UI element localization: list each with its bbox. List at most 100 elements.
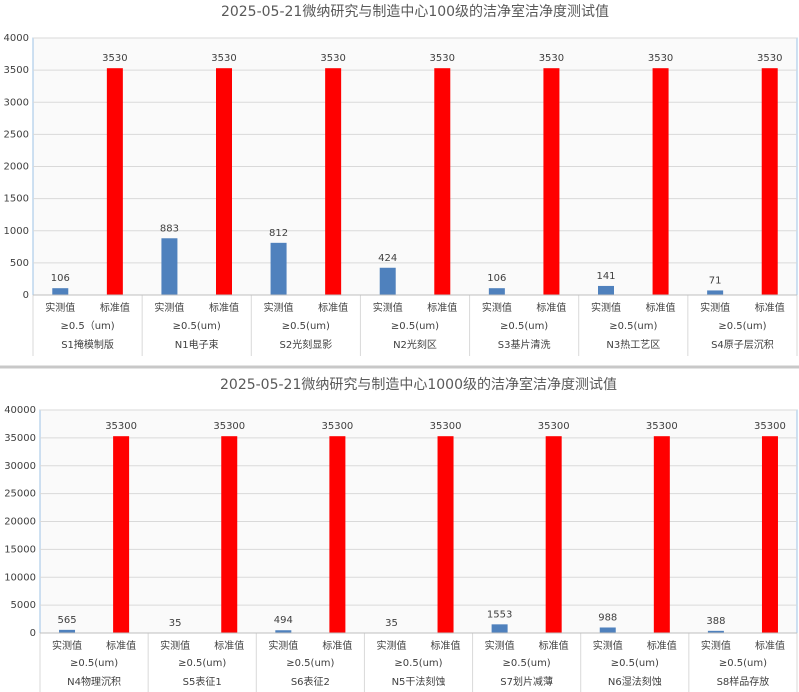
bar (59, 629, 76, 633)
x-tick-label: N6湿法刻蚀 (608, 675, 662, 688)
y-tick-label: 1000 (4, 226, 29, 237)
y-tick-label: 500 (10, 258, 29, 269)
data-label: 565 (57, 615, 76, 626)
x-tick-label: N3热工艺区 (606, 338, 660, 351)
x-tick-label: S6表征2 (291, 675, 330, 688)
bar (270, 242, 287, 295)
x-tick-label: S1掩模制版 (61, 338, 114, 351)
y-tick-label: 4000 (4, 33, 29, 44)
bar (761, 436, 778, 633)
y-tick-label: 25000 (4, 489, 36, 500)
size-label: ≥0.5(um) (611, 658, 659, 669)
x-tick-label: S7划片减薄 (500, 675, 553, 688)
data-label: 883 (160, 223, 179, 234)
data-label: 35300 (646, 421, 678, 432)
sub-category-label: 标准值 (427, 301, 457, 314)
bar (599, 627, 616, 633)
sub-category-label: 实测值 (268, 639, 298, 652)
bar (379, 267, 396, 295)
size-label: ≥0.5(um) (173, 321, 221, 332)
data-label: 494 (274, 615, 293, 626)
bar (161, 238, 178, 295)
y-tick-label: 5000 (11, 600, 36, 611)
bar (707, 290, 724, 295)
bar (652, 68, 669, 295)
y-tick-label: 3000 (4, 97, 29, 108)
sub-category-label: 实测值 (700, 301, 730, 314)
data-label: 106 (51, 273, 70, 284)
data-label: 141 (596, 271, 615, 282)
y-tick-label: 1500 (4, 194, 29, 205)
size-label: ≥0.5(um) (718, 321, 766, 332)
data-label: 35300 (213, 421, 245, 432)
bar (275, 630, 292, 633)
x-tick-label: N2光刻区 (393, 338, 437, 351)
size-label: ≥0.5(um) (503, 658, 551, 669)
bar (113, 436, 130, 633)
data-label: 3530 (430, 53, 455, 64)
data-label: 35 (169, 618, 182, 629)
y-tick-label: 2500 (4, 129, 29, 140)
sub-category-label: 标准值 (318, 301, 348, 314)
size-label: ≥0.5(um) (609, 321, 657, 332)
sub-category-label: 实测值 (591, 301, 621, 314)
data-label: 388 (706, 616, 725, 627)
data-label: 35300 (538, 421, 570, 432)
data-label: 3530 (757, 53, 782, 64)
data-label: 3530 (648, 53, 673, 64)
data-label: 3530 (320, 53, 345, 64)
chart-title: 2025-05-21微纳研究与制造中心1000级的洁净室洁净度测试值 (220, 376, 617, 393)
bar (598, 285, 614, 295)
data-label: 3530 (102, 53, 127, 64)
bar (329, 436, 346, 633)
bar (52, 288, 69, 295)
sub-category-label: 标准值 (100, 301, 130, 314)
x-tick-label: S2光刻显影 (279, 338, 332, 351)
y-tick-label: 30000 (4, 461, 36, 472)
size-label: ≥0.5(um) (70, 658, 118, 669)
sub-category-label: 实测值 (485, 639, 515, 652)
data-label: 71 (709, 275, 722, 286)
sub-category-label: 实测值 (52, 639, 82, 652)
sub-category-label: 标准值 (755, 301, 785, 314)
size-label: ≥0.5(um) (178, 658, 226, 669)
bar (434, 68, 451, 295)
bar (491, 624, 508, 633)
y-tick-label: 0 (23, 290, 29, 301)
sub-category-label: 实测值 (45, 301, 75, 314)
x-tick-label: S3基片清洗 (498, 338, 551, 351)
x-tick-label: S8样品存放 (717, 675, 770, 688)
bar (325, 68, 342, 295)
sub-category-label: 标准值 (214, 639, 244, 652)
sub-category-label: 标准值 (647, 639, 677, 652)
data-label: 35 (385, 618, 398, 629)
bar (543, 68, 560, 295)
bar (488, 288, 505, 295)
y-tick-label: 35000 (4, 433, 36, 444)
bar (221, 436, 238, 633)
data-label: 35300 (754, 421, 786, 432)
sub-category-label: 标准值 (322, 639, 352, 652)
sub-category-label: 标准值 (209, 301, 239, 314)
sub-category-label: 实测值 (154, 301, 184, 314)
size-label: ≥0.5（um) (60, 320, 114, 332)
bar (653, 436, 670, 633)
size-label: ≥0.5(um) (391, 321, 439, 332)
sub-category-label: 实测值 (264, 301, 294, 314)
data-label: 1553 (487, 609, 512, 620)
y-tick-label: 20000 (4, 517, 36, 528)
bar (707, 630, 724, 633)
sub-category-label: 标准值 (755, 639, 785, 652)
data-label: 3530 (539, 53, 564, 64)
y-tick-label: 40000 (4, 405, 36, 416)
bar (216, 68, 232, 295)
size-label: ≥0.5(um) (719, 658, 767, 669)
size-label: ≥0.5(um) (394, 658, 442, 669)
size-label: ≥0.5(um) (282, 321, 330, 332)
sub-category-label: 标准值 (431, 639, 461, 652)
y-tick-label: 10000 (4, 572, 36, 583)
data-label: 988 (598, 612, 617, 623)
sub-category-label: 实测值 (701, 639, 731, 652)
data-label: 35300 (321, 421, 353, 432)
